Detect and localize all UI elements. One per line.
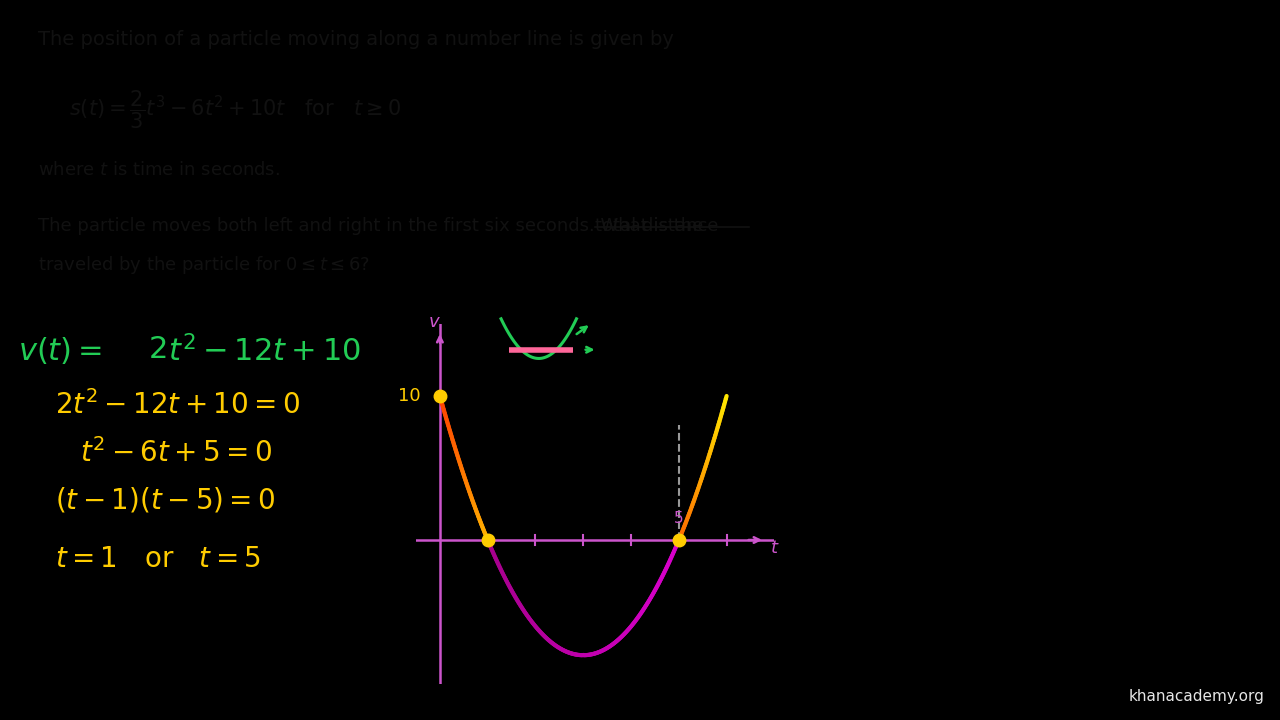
Text: total distance: total distance (595, 217, 718, 235)
Text: traveled by the particle for $0 \leq t \leq 6$?: traveled by the particle for $0 \leq t \… (38, 253, 370, 276)
Text: -1: -1 (611, 136, 630, 154)
Text: $t=1$   or   $t=5$: $t=1$ or $t=5$ (55, 545, 261, 573)
Text: $s(t) = \dfrac{2}{3}t^3 - 6t^2 + 10t \quad \text{for} \quad t \geq 0$: $s(t) = \dfrac{2}{3}t^3 - 6t^2 + 10t \qu… (69, 89, 401, 131)
Text: 5: 5 (675, 510, 684, 526)
Text: $t^2 - 12t + 10$: $t^2 - 12t + 10$ (168, 336, 361, 368)
Text: 10: 10 (398, 387, 421, 405)
Text: where $t$ is time in seconds.: where $t$ is time in seconds. (38, 161, 280, 179)
Text: $v$: $v$ (428, 313, 440, 331)
Text: $(t-1)(t-5) = 0$: $(t-1)(t-5) = 0$ (55, 485, 275, 514)
Text: 7: 7 (795, 210, 813, 237)
Text: $v(t) = $: $v(t) = $ (18, 336, 102, 366)
Text: $t^2-6t+5 = 0$: $t^2-6t+5 = 0$ (79, 438, 273, 468)
Text: 3: 3 (690, 136, 701, 154)
Text: The position of a particle moving along a number line is given by: The position of a particle moving along … (38, 30, 675, 49)
Text: $2$: $2$ (148, 336, 166, 364)
Text: The particle moves both left and right in the first six seconds. What is the: The particle moves both left and right i… (38, 217, 709, 235)
Text: -4: -4 (655, 199, 673, 217)
Text: $t$: $t$ (769, 539, 780, 557)
Text: khanacademy.org: khanacademy.org (1129, 689, 1265, 704)
Text: $2t^2-12t+10 = 0$: $2t^2-12t+10 = 0$ (55, 390, 300, 420)
